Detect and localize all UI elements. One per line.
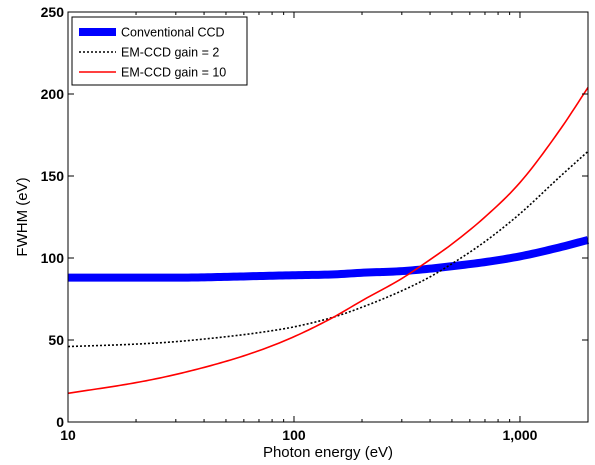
y-axis-title: FWHM (eV) bbox=[14, 177, 31, 256]
legend-label-2: EM-CCD gain = 2 bbox=[121, 46, 219, 60]
y-tick-label: 150 bbox=[41, 168, 65, 184]
x-axis-title: Photon energy (eV) bbox=[263, 444, 393, 461]
y-tick-label: 100 bbox=[41, 250, 65, 266]
y-tick-label: 250 bbox=[41, 4, 65, 20]
series-layer bbox=[68, 87, 588, 393]
series-line-1 bbox=[68, 240, 588, 278]
x-tick-label: 1,000 bbox=[502, 427, 537, 443]
legend-label-1: Conventional CCD bbox=[121, 26, 225, 40]
series-line-2 bbox=[68, 151, 588, 346]
y-tick-label: 50 bbox=[48, 332, 64, 348]
x-tick-label: 100 bbox=[282, 427, 306, 443]
y-tick-label: 200 bbox=[41, 86, 65, 102]
legend-label-3: EM-CCD gain = 10 bbox=[121, 66, 226, 80]
series-line-3 bbox=[68, 87, 588, 393]
legend: Conventional CCD EM-CCD gain = 2 EM-CCD ga… bbox=[72, 17, 247, 85]
y-tick-label: 0 bbox=[56, 414, 64, 430]
